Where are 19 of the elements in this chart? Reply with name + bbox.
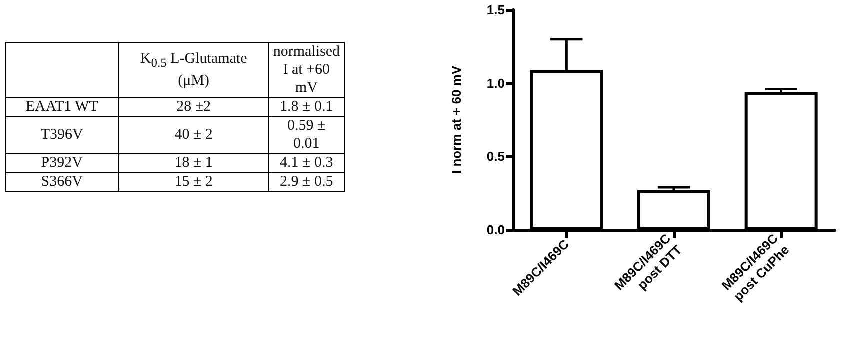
category-label: normalised I at +60 mV xyxy=(268,42,344,98)
y-tick-label: 0.0 xyxy=(486,222,505,238)
y-tick-label: 1.5 xyxy=(486,2,505,18)
text: 2.9 ± 0.5 xyxy=(280,174,334,190)
text: 28 ±2 xyxy=(176,99,212,115)
text: 15 ± 2 xyxy=(174,174,213,190)
text: 18 ± 1 xyxy=(174,155,213,171)
category-label: P392V xyxy=(41,155,83,171)
y-tick-label: 0.5 xyxy=(486,149,505,164)
category-label: K$_{0.5}$ L-Glutamate (μM) xyxy=(118,42,269,98)
text: 40 ± 2 xyxy=(174,127,213,143)
text: 1.8 ± 0.1 xyxy=(280,99,334,115)
text: 4.1 ± 0.3 xyxy=(280,155,334,171)
category-label: EAAT1 WT xyxy=(26,99,98,115)
category-label: T396V xyxy=(40,127,84,143)
y-axis-title: I norm at + 60 mV xyxy=(449,66,464,174)
text: 0.59 ± 0.01 xyxy=(288,118,326,152)
y-tick-label: 1.0 xyxy=(486,76,505,91)
category-label: S366V xyxy=(41,174,83,190)
